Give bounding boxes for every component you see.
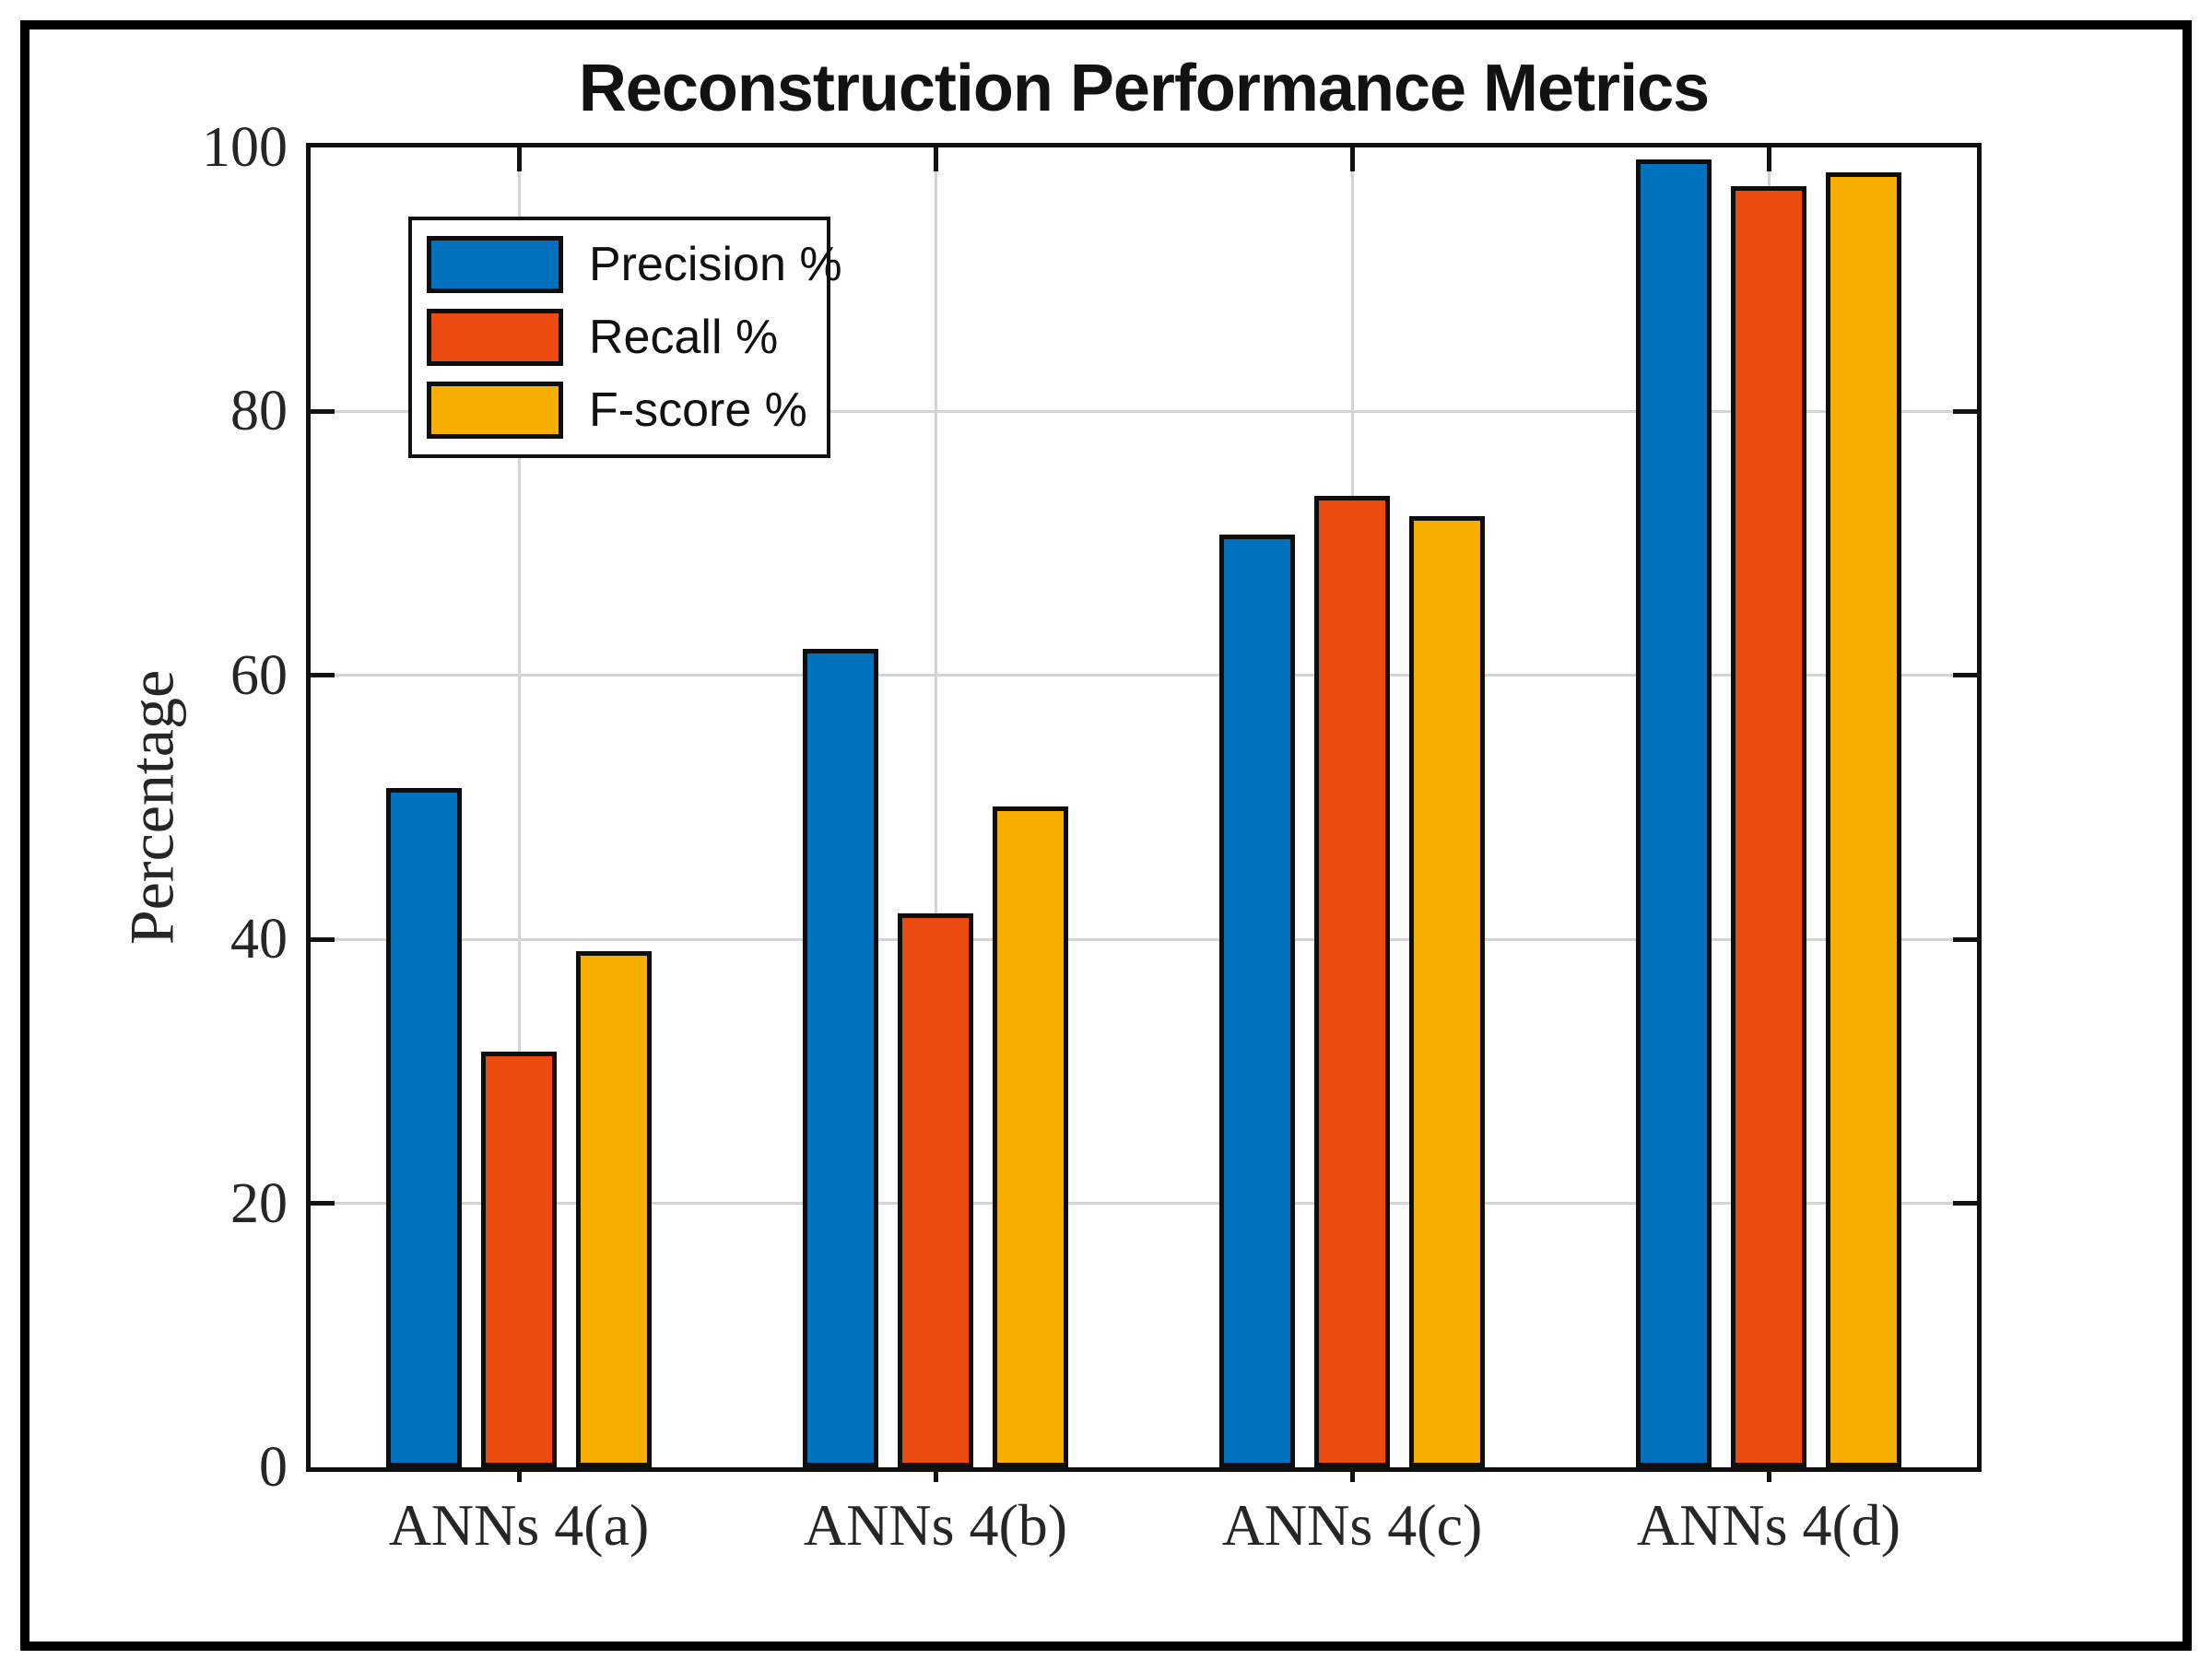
legend-label-precision: Precision % [589,238,842,291]
y-tick-label: 100 [202,116,288,179]
x-tick-mark [1349,1467,1355,1482]
y-tick-label: 80 [230,380,288,443]
legend: Precision % Recall % F-score % [408,217,842,458]
y-tick-mark [1953,673,1977,678]
v-gridline [934,147,937,1467]
v-gridline [517,147,521,1467]
x-tick-label: ANNs 4(d) [1636,1492,1901,1558]
x-tick-label: ANNs 4(c) [1221,1492,1483,1558]
h-gridline [311,674,1977,677]
x-tick-mark [516,147,522,171]
y-tick-mark [1953,1201,1977,1206]
legend-entry-precision: Precision % [427,236,842,293]
y-tick-label: 20 [230,1171,288,1235]
x-tick-label: ANNs 4(b) [803,1492,1068,1558]
y-tick-mark [1953,408,1977,414]
y-tick-label: 0 [259,1436,288,1499]
legend-swatch-fscore [427,382,563,439]
y-tick-mark [311,936,335,942]
y-tick-mark [1953,936,1977,942]
x-tick-mark [516,1467,522,1482]
bar-precision [1219,534,1295,1467]
chart-title: Reconstruction Performance Metrics [578,52,1710,125]
x-tick-mark [1766,1467,1771,1482]
bar-recall [481,1051,557,1467]
legend-label-fscore: F-score % [589,383,807,437]
bar-f-score [993,806,1068,1467]
legend-entry-recall: Recall % [427,309,827,366]
y-tick-mark [311,673,335,678]
bar-precision [803,649,878,1467]
bar-f-score [1409,515,1485,1467]
x-tick-mark [933,1467,938,1482]
h-gridline [311,937,1977,941]
x-tick-mark [1766,147,1771,171]
bar-recall [898,912,973,1467]
y-tick-label: 60 [230,643,288,707]
legend-entry-fscore: F-score % [427,382,827,439]
y-axis-label: Percentage [116,669,187,946]
x-tick-label: ANNs 4(a) [388,1492,650,1558]
legend-swatch-precision [427,236,563,293]
h-gridline [311,1202,1977,1206]
bar-f-score [1826,172,1901,1467]
bar-precision [1636,159,1712,1467]
figure-border [20,20,2192,1651]
bar-precision [386,787,462,1467]
bar-recall [1314,496,1390,1467]
bar-recall [1731,185,1806,1467]
y-tick-label: 40 [230,908,288,971]
h-gridline [311,409,1977,413]
legend-label-recall: Recall % [589,311,779,364]
y-tick-mark [311,408,335,414]
y-tick-mark [311,1201,335,1206]
x-tick-mark [933,147,938,171]
bar-f-score [576,951,652,1467]
x-tick-mark [1349,147,1355,171]
legend-swatch-recall [427,309,563,366]
